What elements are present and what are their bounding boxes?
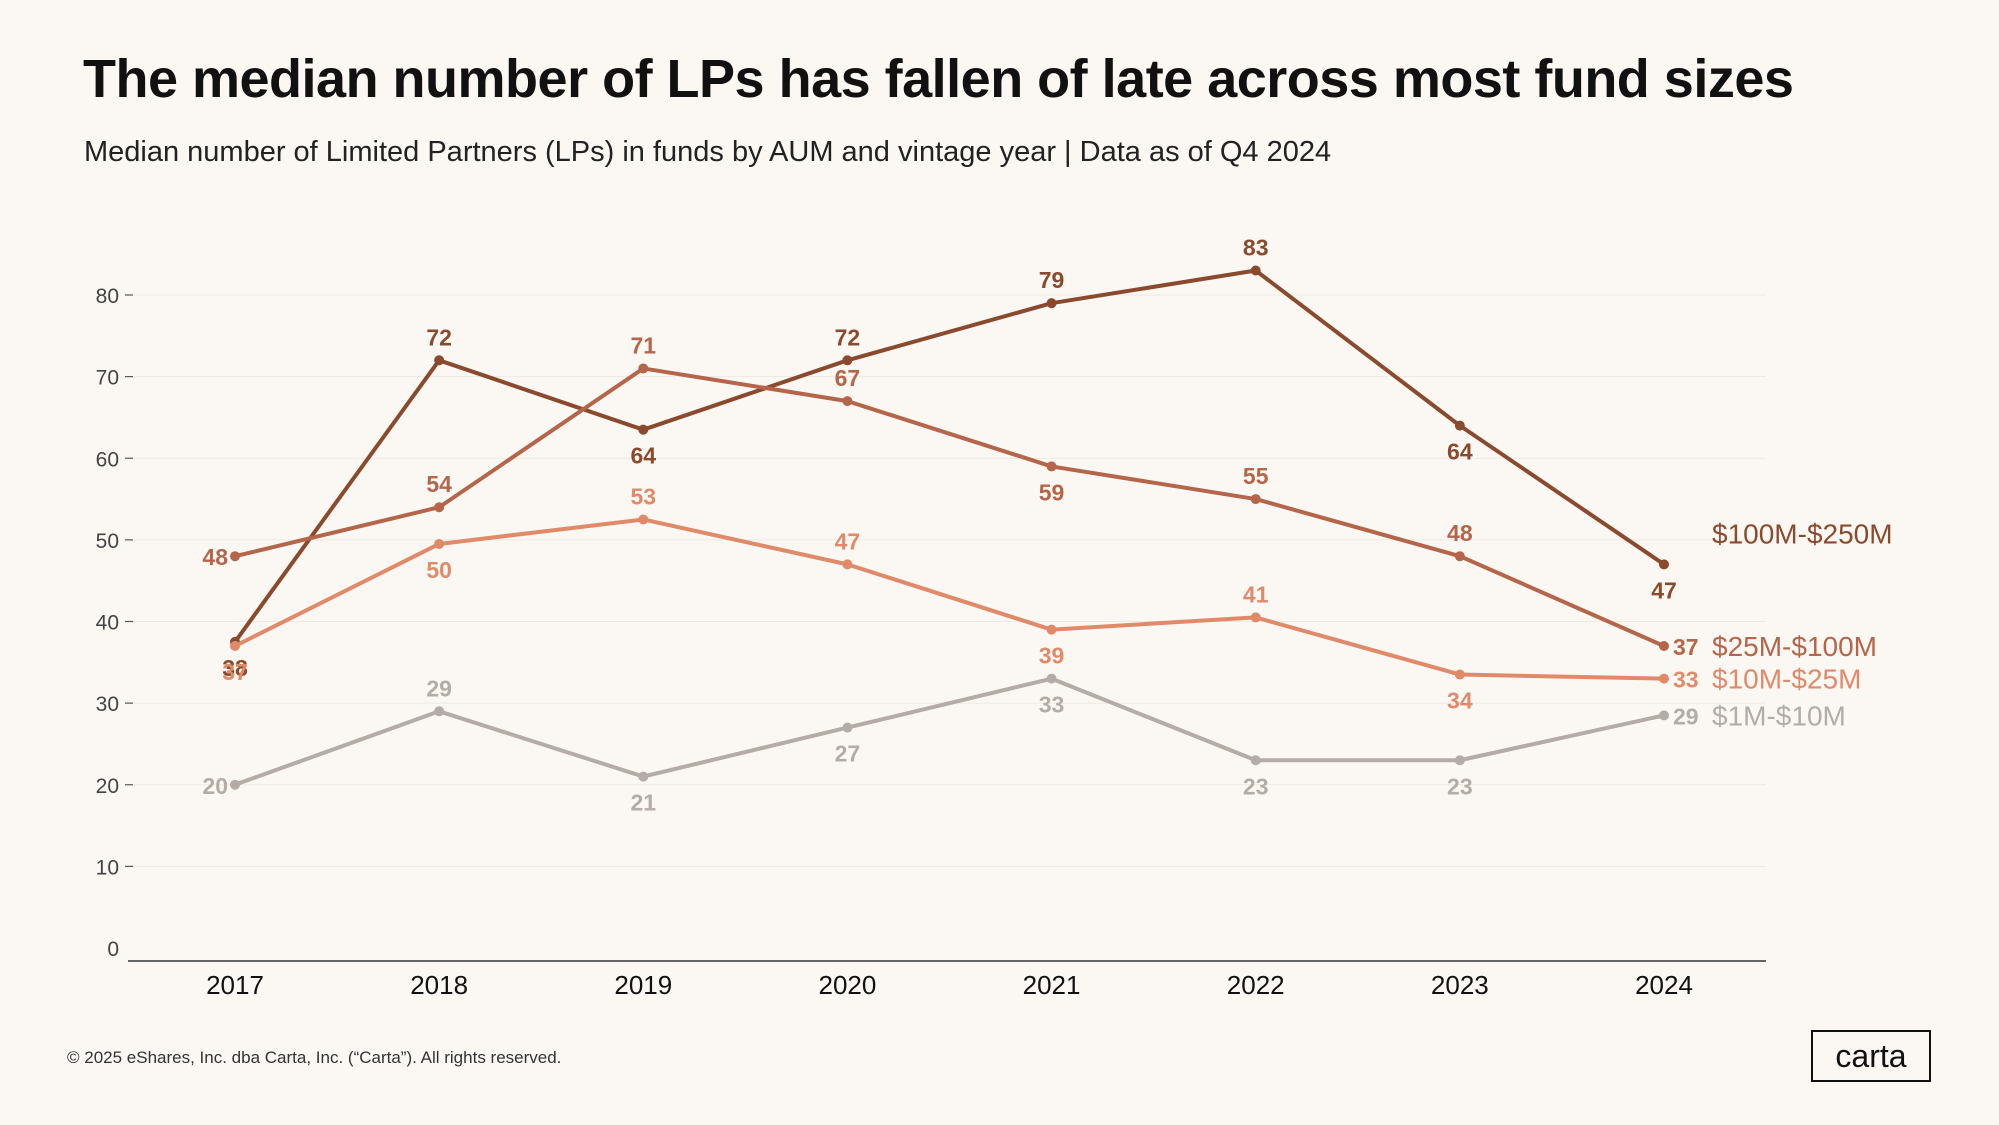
series-line-4	[233, 676, 1666, 787]
x-tick-label: 2022	[1227, 970, 1285, 1000]
y-tick-label: 10	[96, 856, 119, 879]
x-tick-label: 2017	[206, 970, 264, 1000]
chart-title: The median number of LPs has fallen of l…	[83, 49, 1794, 109]
y-tick-label: 60	[96, 448, 119, 471]
x-tick-label: 2020	[819, 970, 877, 1000]
copyright-footer: © 2025 eShares, Inc. dba Carta, Inc. (“C…	[67, 1048, 562, 1067]
data-label: 55	[1243, 463, 1269, 489]
data-label: 29	[1673, 703, 1699, 729]
y-tick-label: 0	[107, 938, 119, 961]
chart-subtitle: Median number of Limited Partners (LPs) …	[84, 136, 1332, 168]
data-point	[1454, 755, 1465, 766]
data-label: 37	[222, 659, 248, 685]
data-label: 39	[1039, 643, 1065, 669]
legend: $100M-$250M $25M-$100M$10M-$25M $1M-$10M	[1712, 518, 1893, 731]
logo-text: carta	[1835, 1037, 1907, 1074]
data-point	[1046, 673, 1057, 684]
data-label: 23	[1243, 773, 1269, 799]
data-point	[1250, 494, 1261, 505]
y-tick-label: 50	[96, 530, 119, 553]
data-point	[1454, 669, 1465, 680]
data-label: 38	[222, 655, 248, 681]
data-point	[434, 355, 445, 366]
data-point	[1250, 265, 1261, 276]
data-label: 48	[1447, 520, 1473, 546]
data-point	[230, 779, 240, 790]
data-point	[1659, 559, 1669, 570]
data-point	[638, 424, 649, 435]
data-point	[230, 640, 240, 651]
data-point	[1046, 461, 1057, 472]
data-label: 71	[630, 332, 656, 358]
data-point	[434, 502, 445, 513]
data-labels: 38 72 64 72 79 83 64 47 48 54 71 67 59 55 48 37 37 50 53 47…	[202, 235, 1698, 816]
series-line-3	[233, 517, 1666, 681]
legend-entry: $1M-$10M	[1712, 700, 1846, 731]
data-point	[1659, 710, 1669, 721]
x-tick-label: 2019	[614, 970, 672, 1000]
data-label: 34	[1447, 688, 1473, 714]
data-label: 67	[835, 365, 861, 391]
data-point	[1659, 673, 1669, 684]
legend-entry: $25M-$100M	[1712, 631, 1877, 662]
data-point	[842, 355, 853, 366]
data-point	[434, 706, 445, 717]
data-label: 47	[835, 528, 861, 554]
data-point	[1250, 612, 1261, 623]
data-point	[1659, 640, 1669, 651]
series-lines	[230, 265, 1669, 790]
x-tick-label: 2018	[410, 970, 468, 1000]
data-point	[1046, 624, 1057, 635]
series-line-2	[233, 366, 1666, 648]
data-label: 64	[630, 443, 656, 469]
data-point	[638, 514, 649, 525]
x-tick-label: 2024	[1635, 970, 1693, 1000]
data-label: 50	[426, 557, 452, 583]
data-label: 72	[835, 324, 861, 350]
y-tick-label: 40	[96, 612, 119, 635]
data-label: 37	[1673, 634, 1699, 660]
data-label: 83	[1243, 235, 1269, 261]
x-tick-label: 2023	[1431, 970, 1489, 1000]
data-label: 41	[1243, 581, 1269, 607]
gridlines	[134, 294, 1766, 867]
data-label: 21	[630, 790, 656, 816]
data-label: 54	[426, 471, 452, 497]
data-point	[434, 538, 445, 549]
data-label: 33	[1039, 692, 1065, 718]
data-label: 33	[1673, 667, 1699, 693]
data-label: 29	[426, 675, 452, 701]
data-point	[1046, 298, 1057, 309]
data-point	[842, 722, 853, 733]
data-point	[1454, 420, 1465, 431]
y-tick-label: 20	[96, 775, 119, 798]
legend-entry: $100M-$250M	[1712, 518, 1893, 549]
data-label: 27	[835, 741, 861, 767]
data-label: 72	[426, 324, 452, 350]
data-label: 48	[202, 544, 228, 570]
legend-entry: $10M-$25M	[1712, 664, 1861, 695]
data-label: 53	[630, 483, 656, 509]
data-point	[842, 559, 853, 570]
data-point	[1250, 755, 1261, 766]
data-point	[638, 771, 649, 782]
series-line-1	[233, 268, 1666, 644]
data-point	[842, 396, 853, 407]
y-tick-label: 30	[96, 693, 119, 716]
data-label: 59	[1039, 479, 1065, 505]
x-tick-label: 2021	[1023, 970, 1081, 1000]
data-point	[638, 363, 649, 374]
data-label: 47	[1651, 577, 1677, 603]
data-label: 79	[1039, 267, 1065, 293]
carta-logo[interactable]: carta	[1811, 1030, 1931, 1082]
y-tick-label: 70	[96, 367, 119, 390]
data-label: 23	[1447, 773, 1473, 799]
data-point	[230, 551, 240, 562]
y-tick-label: 80	[96, 285, 119, 308]
data-label: 20	[202, 773, 228, 799]
data-label: 64	[1447, 439, 1473, 465]
data-point	[1454, 551, 1465, 562]
